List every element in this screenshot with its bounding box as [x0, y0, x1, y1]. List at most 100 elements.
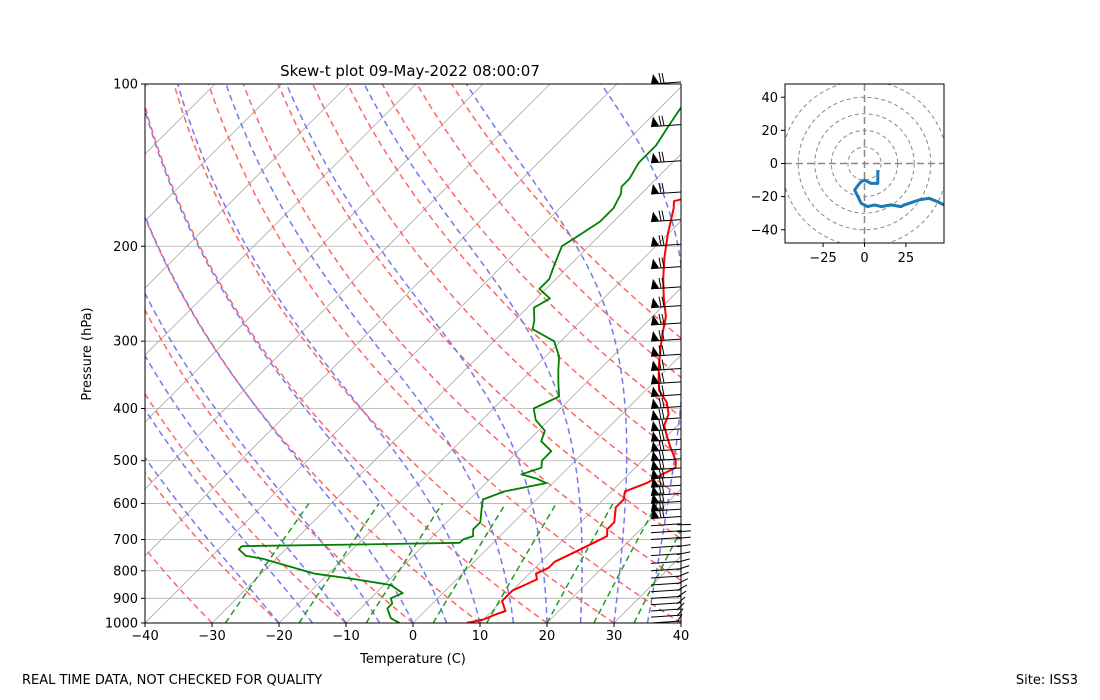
hodograph-y-tick-label: −40 [751, 223, 778, 238]
dry-adiabat-line [242, 84, 681, 582]
wind-barb-staff [650, 537, 682, 541]
wind-barb-staff [650, 560, 682, 564]
hodograph-y-tick-label: 40 [761, 91, 778, 106]
sounding-profiles [237, 105, 681, 623]
wind-barb [650, 608, 684, 618]
isotherm-line [145, 84, 283, 222]
wind-barb [650, 296, 682, 309]
wind-barb [650, 590, 687, 599]
moist-adiabat-line [600, 84, 681, 623]
hodograph-plot: −25 0 25 −40 −20 0 20 40 [751, 83, 945, 266]
wind-barb-feather [661, 397, 665, 408]
moist-adiabat-line [285, 84, 548, 623]
wind-barb-feather [658, 492, 662, 503]
wind-barb-feather [661, 313, 665, 325]
isotherm-grid [0, 84, 681, 623]
wind-barb-feather [661, 359, 665, 370]
wind-barb-feather [658, 115, 662, 126]
wind-barb-feather [661, 235, 665, 246]
wind-barb [650, 449, 682, 462]
wind-barb [650, 235, 682, 247]
wind-barb-feather [658, 449, 662, 460]
wind-barb-pennant [651, 116, 659, 127]
temperature-tick-label: 10 [472, 629, 489, 644]
wind-barb-feather [658, 210, 662, 221]
hodograph-axes: −25 0 25 −40 −20 0 20 40 [751, 91, 915, 266]
wind-barb [650, 408, 682, 421]
moist-adiabat-line [145, 408, 314, 623]
dry-adiabat-line [145, 215, 481, 623]
pressure-tick-label: 700 [113, 533, 138, 548]
skewt-data-layer [0, 84, 681, 623]
hodograph-y-tick-label: 20 [761, 124, 778, 139]
temperature-tick-label: −40 [131, 629, 158, 644]
pressure-tick-label: 200 [113, 240, 138, 255]
wind-barb [650, 467, 682, 480]
wind-barb [650, 257, 682, 270]
mixing-ratio-line [432, 503, 507, 623]
pressure-tick-label: 800 [113, 564, 138, 579]
temperature-profile [466, 198, 681, 623]
wind-barb-pennant [651, 485, 659, 496]
isotherm-line [211, 153, 681, 623]
wind-barb-feather [658, 408, 662, 420]
mixing-ratio-line [224, 502, 310, 623]
isotherm-line [0, 84, 81, 623]
isotherm-line [145, 86, 681, 623]
wind-barb-feather [661, 408, 665, 420]
isotherm-line [145, 84, 350, 289]
wind-barb-staff [650, 243, 682, 247]
wind-barb-staff [650, 589, 682, 593]
wind-barb [650, 565, 690, 572]
wind-barb-staff [650, 500, 682, 504]
wind-barb-feather [658, 385, 662, 396]
wind-barb-pennant [651, 477, 659, 488]
hodograph-x-tick-label: −25 [809, 251, 836, 266]
wind-barb-feather [658, 430, 662, 441]
wind-barb [650, 551, 691, 557]
isotherm-line [0, 84, 14, 623]
wind-barb-pennant [651, 236, 659, 247]
wind-barb-feather [658, 397, 662, 408]
wind-barb-pennant [651, 152, 659, 163]
wind-barb-pennant [651, 409, 659, 420]
pressure-axis: 1000 900 800 700 600 500 400 300 200 100 [105, 78, 145, 632]
wind-barb-feather [661, 345, 665, 356]
dry-adiabat-group [145, 84, 681, 623]
pressure-tick-label: 600 [113, 497, 138, 512]
wind-barb-feather [658, 330, 662, 341]
wind-barb-feather [658, 313, 662, 325]
wind-barb [650, 359, 682, 371]
wind-barbs [650, 72, 692, 624]
mixing-ratio-line [365, 502, 444, 623]
moist-adiabat-line [225, 84, 515, 623]
wind-barb-staff [650, 508, 682, 512]
wind-barb-feather [661, 492, 665, 503]
wind-barb-feather [676, 578, 689, 585]
pressure-tick-label: 400 [113, 402, 138, 417]
pressure-tick-label: 900 [113, 592, 138, 607]
wind-barb-feather [658, 72, 662, 84]
dry-adiabat-line [173, 84, 615, 623]
moist-adiabat-line [176, 84, 481, 623]
wind-barb-feather [676, 558, 690, 563]
wind-barb-staff [650, 367, 682, 371]
isotherm-line [479, 421, 681, 623]
wind-barb-feather [676, 530, 691, 533]
wind-barb-feather [676, 544, 691, 548]
wind-barb-feather [676, 565, 690, 571]
wind-barb [650, 578, 689, 586]
wind-barb-staff [650, 458, 682, 462]
wind-barb [650, 523, 692, 527]
wind-barb-pennant [651, 360, 659, 371]
wind-barb [650, 419, 682, 432]
dry-adiabat-line [381, 84, 681, 418]
dry-adiabat-line [312, 84, 681, 499]
wind-barb [650, 430, 682, 442]
wind-barb-staff [650, 191, 682, 195]
wind-barb-pennant [651, 315, 659, 326]
wind-barb-pennant [651, 297, 659, 308]
dry-adiabat-line [145, 471, 280, 623]
wind-barb-feather [658, 151, 662, 162]
temperature-axis: −40 −30 −20 −10 0 10 20 30 40 [131, 623, 689, 644]
